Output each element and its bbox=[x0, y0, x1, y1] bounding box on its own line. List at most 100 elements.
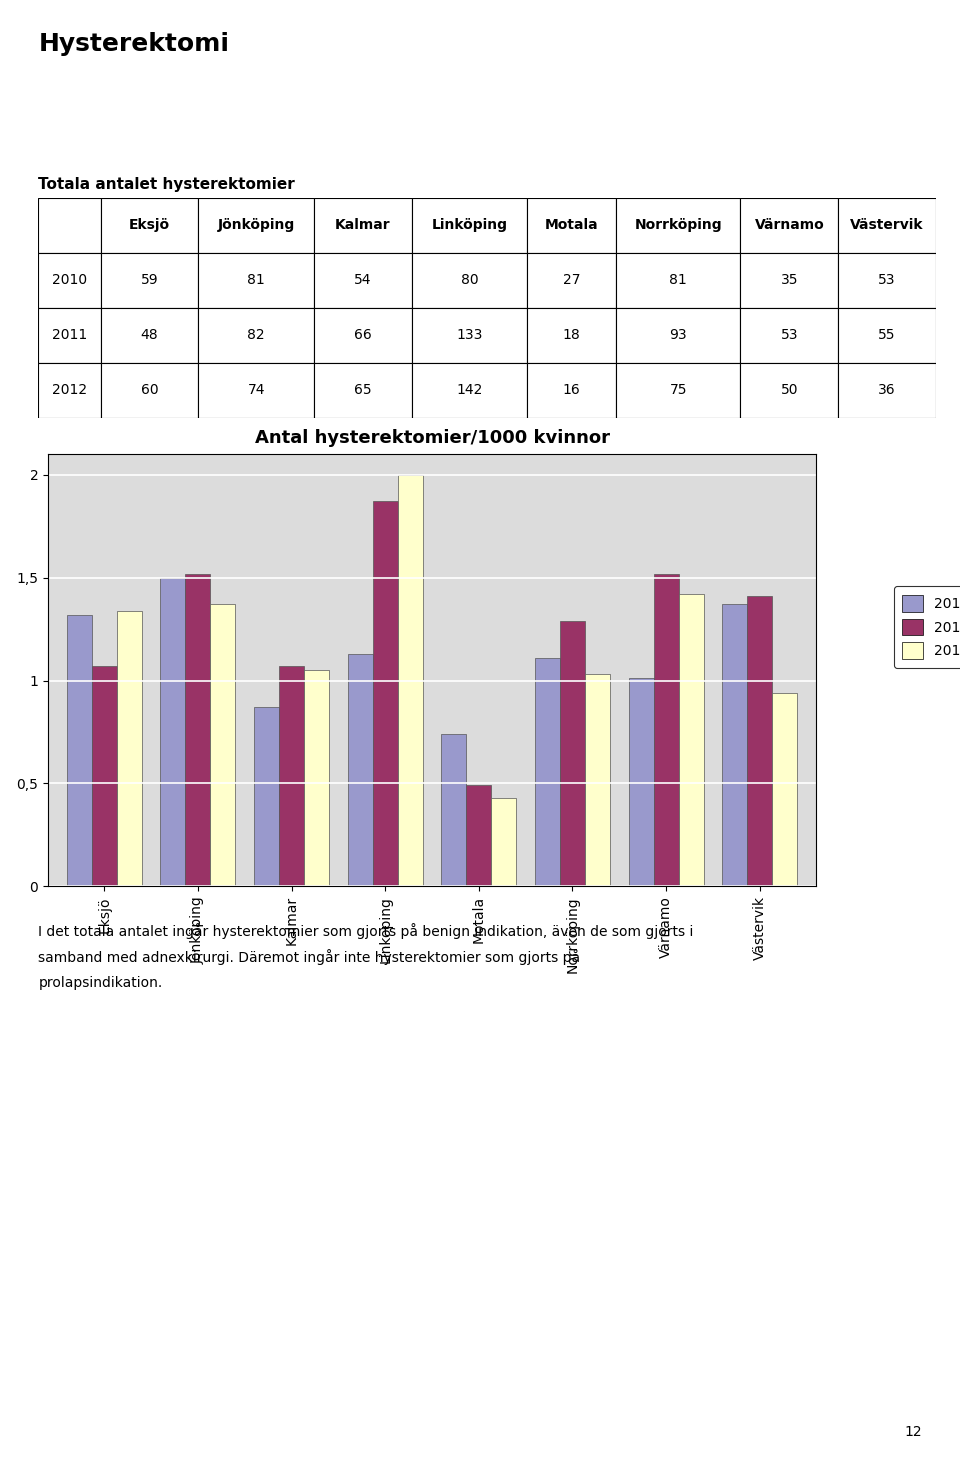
FancyBboxPatch shape bbox=[101, 363, 199, 418]
Text: 2010: 2010 bbox=[52, 272, 87, 287]
Text: I det totala antalet ingår hysterektomier som gjorts på benign indikation, även : I det totala antalet ingår hysterektomie… bbox=[38, 923, 694, 939]
FancyBboxPatch shape bbox=[101, 308, 199, 363]
Text: 54: 54 bbox=[354, 272, 372, 287]
Bar bbox=[304, 671, 329, 886]
FancyBboxPatch shape bbox=[412, 198, 527, 253]
Bar bbox=[679, 595, 704, 886]
Bar bbox=[442, 734, 467, 886]
FancyBboxPatch shape bbox=[199, 308, 314, 363]
FancyBboxPatch shape bbox=[616, 363, 740, 418]
Text: 60: 60 bbox=[141, 382, 158, 397]
Bar bbox=[210, 605, 235, 886]
Bar bbox=[397, 475, 422, 886]
FancyBboxPatch shape bbox=[314, 308, 412, 363]
FancyBboxPatch shape bbox=[412, 308, 527, 363]
Text: 75: 75 bbox=[669, 382, 687, 397]
FancyBboxPatch shape bbox=[199, 198, 314, 253]
FancyBboxPatch shape bbox=[199, 363, 314, 418]
FancyBboxPatch shape bbox=[314, 198, 412, 253]
Text: Värnamo: Värnamo bbox=[755, 218, 825, 233]
Text: 93: 93 bbox=[669, 328, 687, 343]
Text: Motala: Motala bbox=[545, 218, 598, 233]
Bar bbox=[535, 658, 560, 886]
Text: Västervik: Västervik bbox=[851, 218, 924, 233]
Text: Jönköping: Jönköping bbox=[218, 218, 295, 233]
Text: 18: 18 bbox=[563, 328, 581, 343]
FancyBboxPatch shape bbox=[38, 308, 101, 363]
Text: 36: 36 bbox=[878, 382, 896, 397]
Bar bbox=[629, 678, 654, 886]
FancyBboxPatch shape bbox=[101, 253, 199, 308]
Text: 48: 48 bbox=[141, 328, 158, 343]
Bar bbox=[585, 674, 610, 886]
FancyBboxPatch shape bbox=[527, 308, 616, 363]
Text: 66: 66 bbox=[354, 328, 372, 343]
FancyBboxPatch shape bbox=[412, 363, 527, 418]
Bar bbox=[654, 573, 679, 886]
Bar bbox=[467, 785, 492, 886]
Text: 81: 81 bbox=[669, 272, 687, 287]
Bar bbox=[92, 667, 117, 886]
Bar bbox=[772, 693, 797, 886]
Legend: 2010, 2011, 2012: 2010, 2011, 2012 bbox=[894, 586, 960, 668]
FancyBboxPatch shape bbox=[314, 253, 412, 308]
Text: 53: 53 bbox=[878, 272, 896, 287]
FancyBboxPatch shape bbox=[838, 198, 936, 253]
Text: Eksjö: Eksjö bbox=[129, 218, 170, 233]
Bar bbox=[254, 708, 279, 886]
FancyBboxPatch shape bbox=[740, 308, 838, 363]
Text: 2012: 2012 bbox=[52, 382, 87, 397]
Text: 27: 27 bbox=[563, 272, 581, 287]
Text: 35: 35 bbox=[780, 272, 798, 287]
FancyBboxPatch shape bbox=[38, 363, 101, 418]
Text: 59: 59 bbox=[141, 272, 158, 287]
Bar bbox=[279, 667, 304, 886]
Bar bbox=[722, 605, 747, 886]
Text: 53: 53 bbox=[780, 328, 798, 343]
FancyBboxPatch shape bbox=[838, 253, 936, 308]
Text: Totala antalet hysterektomier: Totala antalet hysterektomier bbox=[38, 177, 295, 192]
Bar bbox=[67, 615, 92, 886]
Text: 74: 74 bbox=[248, 382, 265, 397]
FancyBboxPatch shape bbox=[740, 253, 838, 308]
FancyBboxPatch shape bbox=[616, 198, 740, 253]
Text: 80: 80 bbox=[461, 272, 478, 287]
Text: 65: 65 bbox=[354, 382, 372, 397]
FancyBboxPatch shape bbox=[199, 253, 314, 308]
Title: Antal hysterektomier/1000 kvinnor: Antal hysterektomier/1000 kvinnor bbox=[254, 429, 610, 447]
Text: 50: 50 bbox=[780, 382, 798, 397]
FancyBboxPatch shape bbox=[616, 253, 740, 308]
Text: 133: 133 bbox=[456, 328, 483, 343]
Text: 82: 82 bbox=[248, 328, 265, 343]
FancyBboxPatch shape bbox=[838, 363, 936, 418]
Text: 142: 142 bbox=[456, 382, 483, 397]
FancyBboxPatch shape bbox=[314, 363, 412, 418]
FancyBboxPatch shape bbox=[616, 308, 740, 363]
Bar bbox=[160, 577, 185, 886]
Text: Linköping: Linköping bbox=[431, 218, 508, 233]
Text: 16: 16 bbox=[563, 382, 581, 397]
Text: Norrköping: Norrköping bbox=[635, 218, 722, 233]
Text: samband med adnexkirurgi. Däremot ingår inte hysterektomier som gjorts på: samband med adnexkirurgi. Däremot ingår … bbox=[38, 949, 581, 965]
Text: prolapsindikation.: prolapsindikation. bbox=[38, 976, 162, 990]
FancyBboxPatch shape bbox=[38, 198, 101, 253]
FancyBboxPatch shape bbox=[38, 253, 101, 308]
Bar bbox=[117, 611, 142, 886]
Text: 2011: 2011 bbox=[52, 328, 87, 343]
FancyBboxPatch shape bbox=[838, 308, 936, 363]
FancyBboxPatch shape bbox=[101, 198, 199, 253]
Bar bbox=[348, 653, 372, 886]
Text: Kalmar: Kalmar bbox=[335, 218, 391, 233]
Bar bbox=[560, 621, 585, 886]
FancyBboxPatch shape bbox=[412, 253, 527, 308]
Text: 81: 81 bbox=[248, 272, 265, 287]
Bar bbox=[185, 573, 210, 886]
Bar bbox=[492, 798, 516, 886]
Bar bbox=[747, 596, 772, 886]
Text: 12: 12 bbox=[904, 1424, 922, 1439]
FancyBboxPatch shape bbox=[527, 198, 616, 253]
FancyBboxPatch shape bbox=[740, 363, 838, 418]
FancyBboxPatch shape bbox=[527, 253, 616, 308]
FancyBboxPatch shape bbox=[740, 198, 838, 253]
Text: 55: 55 bbox=[878, 328, 896, 343]
